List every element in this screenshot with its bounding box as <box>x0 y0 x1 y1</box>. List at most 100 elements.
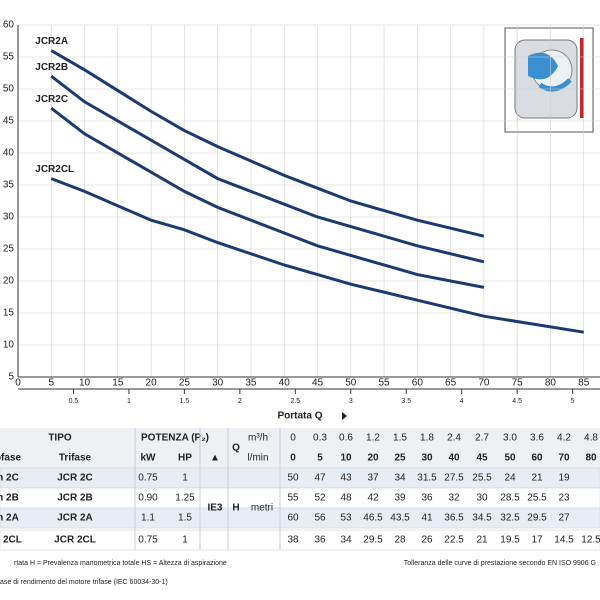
table-row-bg <box>0 529 600 551</box>
table-cell: 42 <box>367 493 379 504</box>
table-header: 0 <box>290 453 296 464</box>
footer-legend: rtata H = Prevalenza manometrica totale … <box>14 560 227 567</box>
x-tick-label: 40 <box>279 378 291 389</box>
x-tick-label: 35 <box>245 378 257 389</box>
y-tick-label: 20 <box>3 276 15 287</box>
x-tick-label: 85 <box>578 378 590 389</box>
x-tick-label: 15 <box>112 378 124 389</box>
curve <box>50 75 485 264</box>
table-cell: 1.1 <box>141 513 155 524</box>
table-header: 4.2 <box>557 433 571 444</box>
table-cell: 56 <box>314 513 326 524</box>
table-header: 50 <box>504 453 516 464</box>
series-label: JCR2C <box>35 94 68 105</box>
table-header: 1.2 <box>366 433 380 444</box>
y-tick-label: 25 <box>3 244 15 255</box>
x-tick-label: 75 <box>512 378 524 389</box>
table-cell: 47 <box>314 473 326 484</box>
x2-tick-label: 3 <box>349 398 353 405</box>
y-tick-label: 55 <box>3 52 15 63</box>
table-cell: 14.5 <box>554 535 574 546</box>
table-cell: 1.25 <box>175 493 195 504</box>
table-cell: 19.5 <box>500 535 520 546</box>
table-header: 60 <box>531 453 543 464</box>
y-tick-label: 15 <box>3 308 15 319</box>
table-cell: 34 <box>340 535 352 546</box>
y-tick-label: 10 <box>3 340 15 351</box>
table-cell: 1.5 <box>178 513 192 524</box>
series-label: JCR2B <box>35 62 68 73</box>
table-header: 1.5 <box>393 433 407 444</box>
table-cell: 21 <box>531 473 543 484</box>
table-header: 40 <box>448 453 460 464</box>
table-cell: JCR 2CL <box>54 535 96 546</box>
x2-tick-label: 5 <box>571 398 575 405</box>
table-cell: 0.75 <box>138 473 158 484</box>
table-cell: 41 <box>421 513 433 524</box>
table-cell: 38 <box>287 535 299 546</box>
table-header: m³/h <box>248 433 268 444</box>
x-tick-label: 45 <box>312 378 324 389</box>
curve <box>50 49 485 238</box>
table-cell: 25.5 <box>472 473 492 484</box>
curve <box>50 107 485 289</box>
table-header: 20 <box>367 453 379 464</box>
table-cell: JCR 2A <box>57 513 93 524</box>
table-header: 0.6 <box>339 433 353 444</box>
table-cell: 43.5 <box>390 513 410 524</box>
table-cell: 55 <box>287 493 299 504</box>
table-header: TIPO <box>48 433 72 444</box>
x-tick-label: 60 <box>412 378 424 389</box>
y-tick-label: 5 <box>8 372 14 383</box>
table-header: 80 <box>585 453 597 464</box>
table-header: 2.7 <box>475 433 489 444</box>
y-tick-label: 45 <box>3 116 15 127</box>
x-tick-label: 5 <box>48 378 54 389</box>
x2-tick-label: 3.5 <box>401 398 411 405</box>
x2-tick-label: 1.5 <box>180 398 190 405</box>
table-cell: 24 <box>504 473 516 484</box>
table-cell: 29.5 <box>527 513 547 524</box>
table-header: 70 <box>558 453 570 464</box>
pump-drawing <box>514 38 584 119</box>
table-header: kW <box>141 453 157 464</box>
x-tick-label: 70 <box>478 378 490 389</box>
footer-tolerance: Tolleranza delle curve di prestazione se… <box>404 560 596 567</box>
table-cell: 43 <box>340 473 352 484</box>
x2-tick-label: 2 <box>238 398 242 405</box>
table-cell: 32.5 <box>500 513 520 524</box>
table-cell: 32 <box>448 493 460 504</box>
table-cell: 53 <box>340 513 352 524</box>
table-header: 10 <box>340 453 352 464</box>
table-cell: 28 <box>394 535 406 546</box>
table-cell: metri <box>251 503 273 514</box>
table-cell: IE3 <box>207 503 222 514</box>
table-cell: 1 <box>182 535 188 546</box>
x-tick-label: 0 <box>15 378 21 389</box>
x-tick-label: 55 <box>378 378 390 389</box>
table-cell: 22.5 <box>444 535 464 546</box>
footer-ie-note: ase di rendimento del motore trifase (IE… <box>0 579 168 586</box>
table-header: 4.8 <box>584 433 598 444</box>
x-tick-label: 50 <box>345 378 357 389</box>
table-cell: 60 <box>287 513 299 524</box>
table-header: 2.4 <box>447 433 461 444</box>
x-axis-title: Portata Q <box>277 411 322 422</box>
table-cell: n 2C <box>0 473 19 484</box>
table-cell: 12.5 <box>581 535 600 546</box>
table-cell: 46.5 <box>363 513 383 524</box>
table-cell: 25.5 <box>527 493 547 504</box>
table-cell: 37 <box>367 473 379 484</box>
table-cell: 27 <box>558 513 570 524</box>
table-header: ▲ <box>210 453 220 464</box>
table-cell: 31.5 <box>417 473 437 484</box>
table-header: Q <box>232 443 240 454</box>
series-label: JCR2CL <box>35 164 74 175</box>
table-cell: 26 <box>421 535 433 546</box>
x2-tick-label: 1 <box>127 398 131 405</box>
x2-tick-label: 2.5 <box>290 398 300 405</box>
table-cell: 30 <box>476 493 488 504</box>
table-cell: 21 <box>476 535 488 546</box>
series-label: JCR2A <box>35 36 68 47</box>
table-cell: 17 <box>531 535 543 546</box>
